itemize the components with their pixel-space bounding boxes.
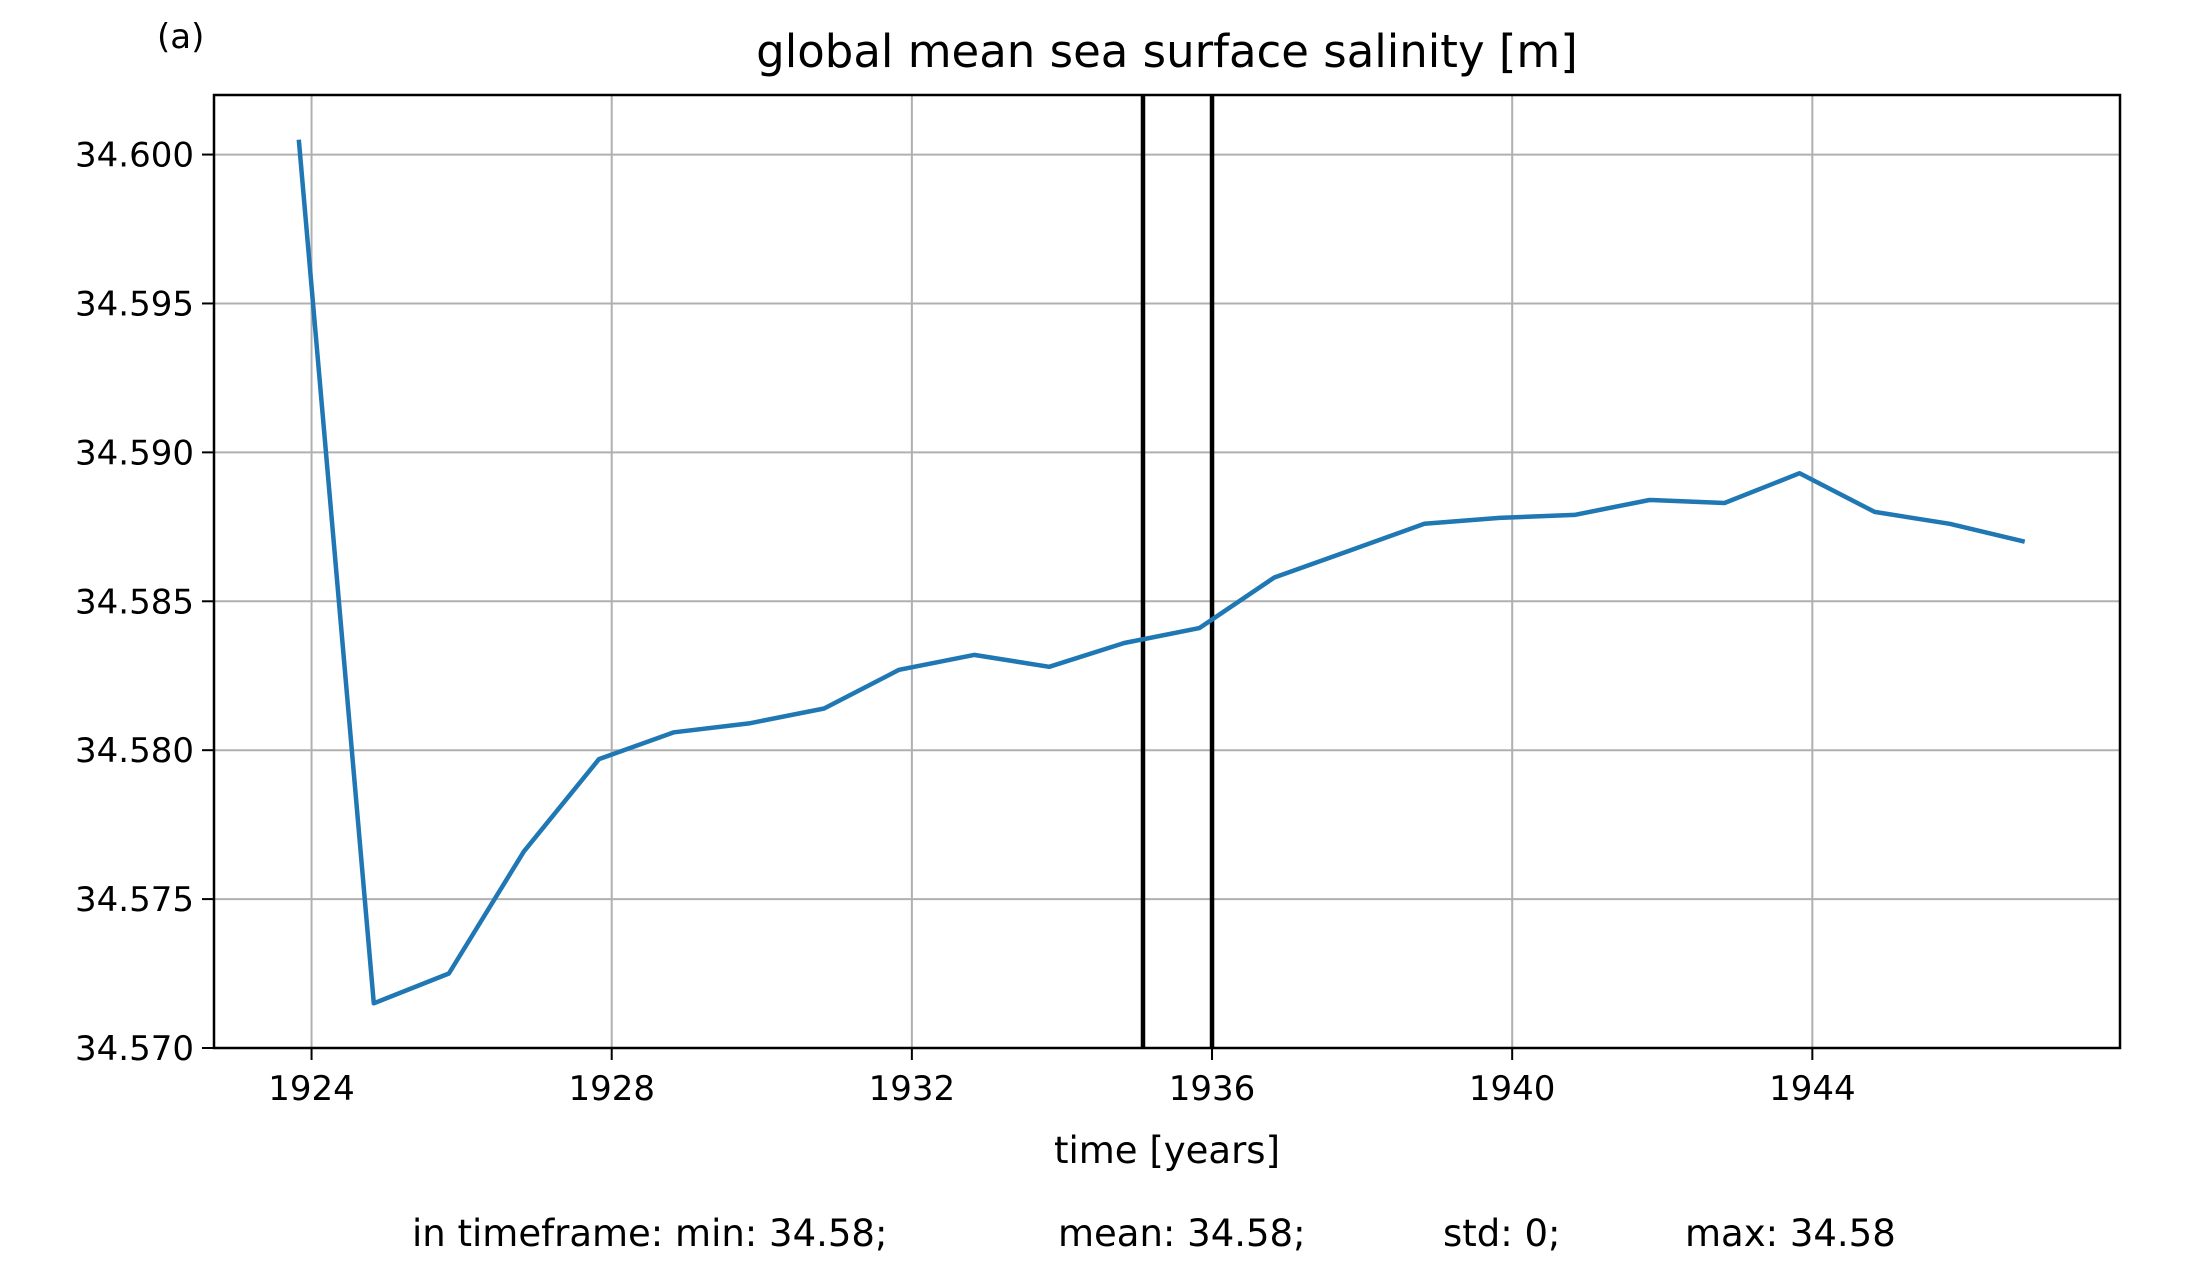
chart-title: global mean sea surface salinity [m]: [756, 25, 1578, 78]
y-tick-label: 34.575: [75, 880, 194, 920]
vertical-markers: [1140, 95, 1215, 1048]
data-series: [296, 139, 2026, 1006]
y-tick-label: 34.590: [75, 433, 194, 473]
plot-frame: [212, 93, 2122, 1050]
x-axis-label: time [years]: [1054, 1129, 1280, 1172]
x-tick-label: 1924: [268, 1069, 355, 1109]
y-tick-label: 34.595: [75, 284, 194, 324]
series-line: [296, 139, 2026, 1006]
x-tick-label: 1940: [1469, 1069, 1556, 1109]
x-tick-label: 1944: [1769, 1069, 1856, 1109]
y-tick-label: 34.600: [75, 136, 194, 176]
stats-max: max: 34.58: [1685, 1212, 1896, 1255]
panel-label: (a): [157, 17, 204, 57]
y-axis: 34.570 34.575 34.580 34.585 34.590 34.595 34.6…: [75, 136, 214, 1069]
y-tick-label: 34.585: [75, 582, 194, 622]
x-axis: 1924 1928 1932 1936 1940 1944: [268, 1048, 1856, 1109]
x-tick-label: 1932: [869, 1069, 956, 1109]
x-tick-label: 1928: [568, 1069, 655, 1109]
y-tick-label: 34.570: [75, 1029, 194, 1069]
stats-std: std: 0;: [1443, 1212, 1561, 1255]
stats-min: in timeframe: min: 34.58;: [412, 1212, 887, 1255]
x-tick-label: 1936: [1169, 1069, 1256, 1109]
y-tick-label: 34.580: [75, 731, 194, 771]
stats-mean: mean: 34.58;: [1058, 1212, 1306, 1255]
